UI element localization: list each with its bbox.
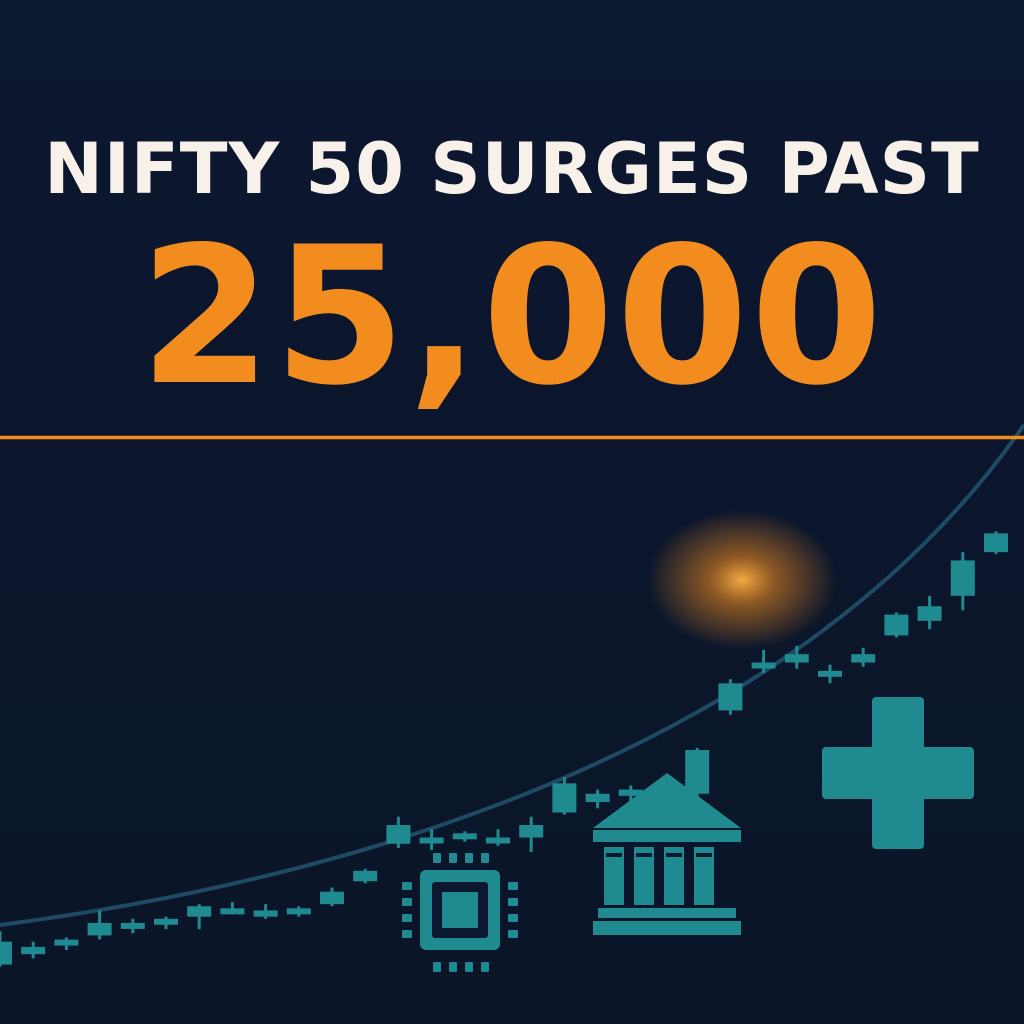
candle-body <box>884 614 909 636</box>
reference-line-group <box>0 435 1024 650</box>
candle <box>120 918 145 934</box>
candle-body <box>419 837 444 844</box>
candle <box>751 650 776 673</box>
medical-cross-icon <box>822 697 974 849</box>
candle <box>54 937 79 950</box>
candle <box>353 868 378 884</box>
candle <box>685 747 710 805</box>
candle <box>552 777 577 815</box>
candle <box>818 664 842 684</box>
candles <box>0 531 1008 967</box>
trend-curve <box>0 423 1024 927</box>
headline-line1: NIFTY 50 SURGES PAST <box>44 128 980 210</box>
candle <box>87 910 112 940</box>
candle <box>784 645 809 669</box>
candle-body <box>320 891 344 905</box>
headline-value: 25,000 <box>139 206 885 427</box>
candle <box>718 679 743 715</box>
candle-body <box>386 825 411 844</box>
candle-body <box>851 654 876 663</box>
candle-body <box>253 910 278 917</box>
candle <box>917 595 942 630</box>
candle-body <box>751 662 776 669</box>
candle <box>220 902 245 915</box>
candle <box>452 831 477 842</box>
candle-body <box>353 870 378 882</box>
candle-body <box>818 670 842 677</box>
candle <box>519 816 544 853</box>
candle <box>851 647 876 667</box>
candle <box>0 931 12 967</box>
candle-body <box>220 908 245 915</box>
candle-body <box>685 750 710 794</box>
candle-body <box>917 606 942 621</box>
candle <box>884 612 909 638</box>
candle-body <box>486 837 510 844</box>
candle-body <box>286 908 311 915</box>
candle <box>585 789 610 809</box>
bank-building-icon <box>593 773 741 935</box>
reference-glow <box>647 510 837 650</box>
candle <box>253 904 278 919</box>
candle-body <box>984 533 1008 553</box>
candle <box>984 531 1008 555</box>
candle-body <box>452 833 477 840</box>
candle-body <box>950 560 975 596</box>
candle-body <box>87 922 112 936</box>
candle-body <box>552 783 577 813</box>
candle-body <box>618 789 643 796</box>
candle <box>187 904 212 930</box>
candle <box>286 906 311 917</box>
candle-body <box>54 939 79 946</box>
candle <box>320 887 344 907</box>
candle <box>386 816 411 848</box>
candle-body <box>784 654 809 663</box>
candle-body <box>519 825 544 838</box>
chip-icon <box>402 853 518 972</box>
candle-body <box>120 922 145 929</box>
candle <box>950 552 975 611</box>
candle <box>21 941 46 959</box>
candle <box>486 829 510 846</box>
candle-body <box>21 946 46 955</box>
candle-body <box>187 906 212 917</box>
candle-body <box>585 793 610 803</box>
candle-body <box>154 918 178 925</box>
candle <box>154 916 178 930</box>
candle <box>419 829 444 850</box>
candle-body <box>718 683 743 711</box>
candle-body <box>0 941 12 965</box>
